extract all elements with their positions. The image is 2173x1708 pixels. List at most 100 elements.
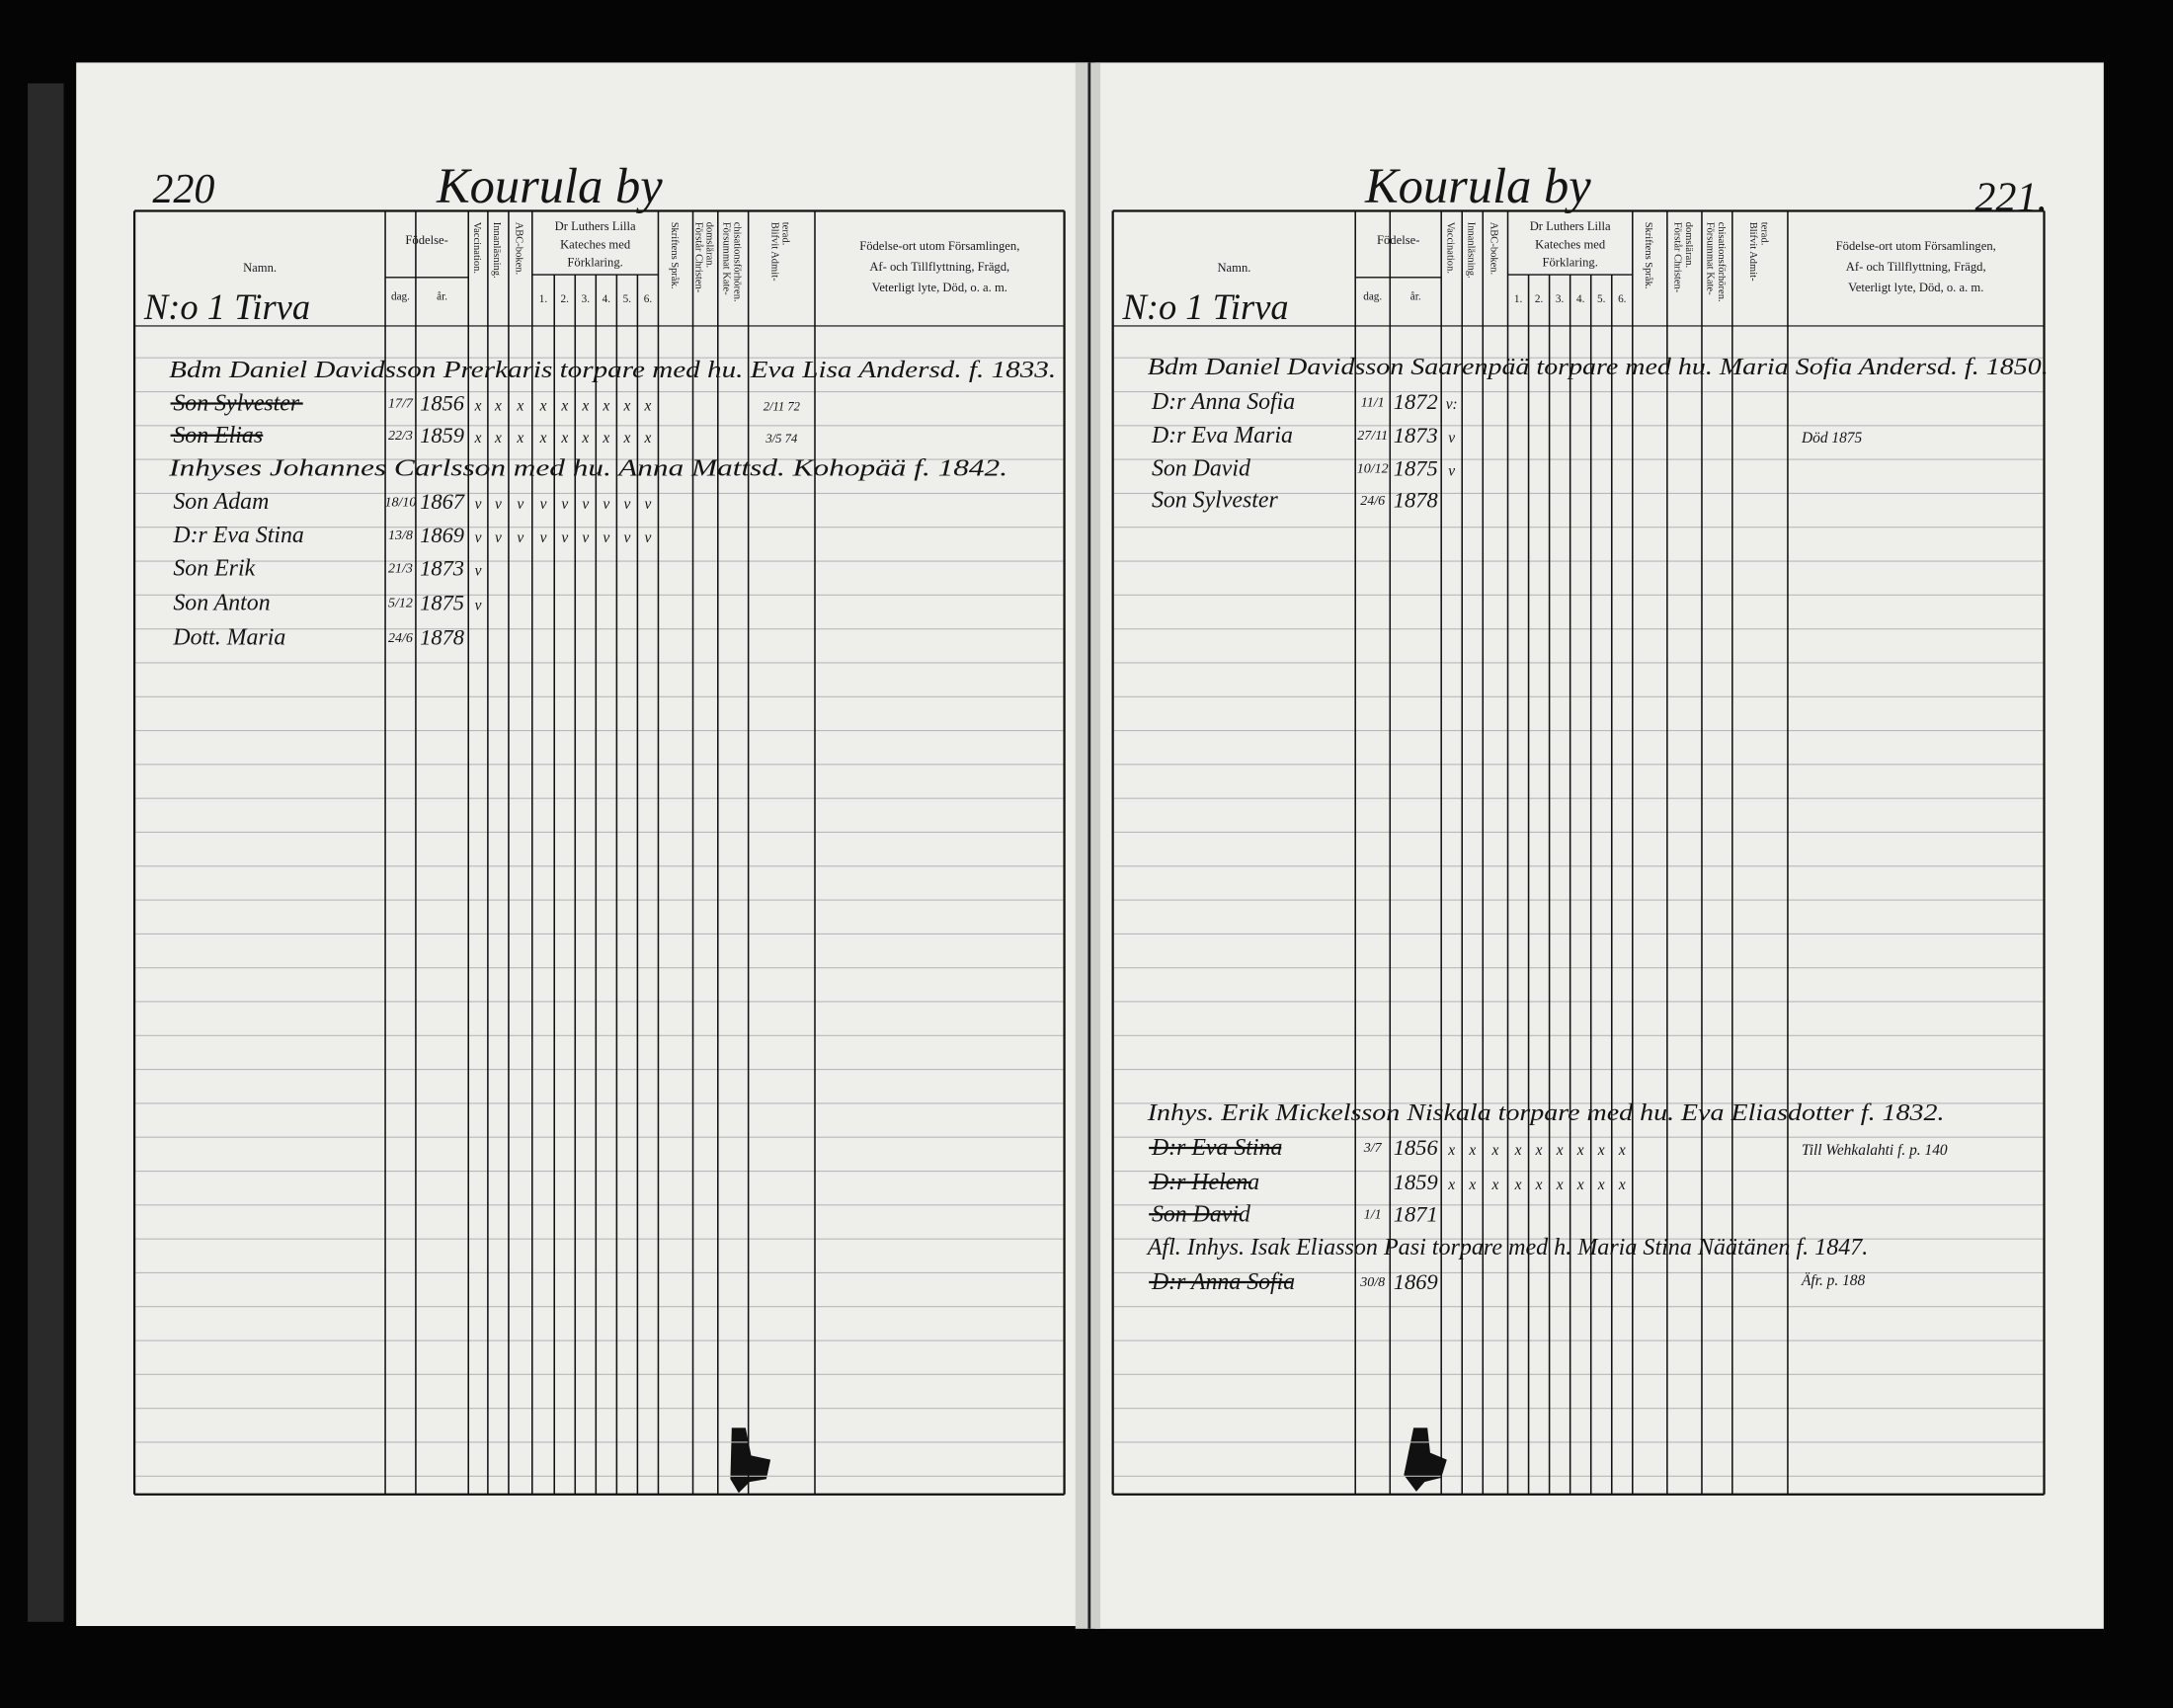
record-mark: v [582,496,589,513]
record-mark: v [475,496,482,513]
birth-day: 24/6 [388,630,413,646]
record-mark: x [1490,1142,1498,1159]
person-name: D:r Eva Maria [1151,423,1293,448]
household-line: Bdm Daniel Davidsson Prerkaris torpare m… [169,358,1056,383]
header-catechism: Förklaring. [1542,256,1597,270]
edge-shadow [28,83,64,1622]
record-mark: v [623,529,630,546]
person-name: Son David [1152,455,1250,481]
record-mark: v [495,496,502,513]
record-mark: x [1597,1177,1605,1193]
header-catechism-part: 2. [561,293,570,305]
record-mark: x [1576,1177,1584,1193]
record-mark: v [495,529,502,546]
birth-day: 17/7 [388,396,414,412]
record-mark: v [517,496,523,513]
record-mark: v [517,529,523,546]
record-mark: x [1468,1142,1476,1159]
record-mark: v [623,496,630,513]
header-vertical: terad. [780,222,791,246]
birth-year: 1856 [1394,1135,1439,1160]
header-remarks: Af- och Tillflyttning, Frägd, [869,260,1009,274]
header-vertical: Försummat Kate- [720,222,731,295]
header-year: år. [1410,290,1421,302]
right-sheet [1094,62,2104,1629]
header-day: dag. [1363,290,1382,302]
header-remarks: Veterligt lyte, Död, o. a. m. [1848,281,1983,294]
header-vertical: Innanläsning. [491,222,502,279]
record-mark: x [1514,1177,1522,1193]
record-mark: x [1556,1177,1564,1193]
header-catechism-part: 4. [603,293,611,305]
record-mark: v [603,496,609,513]
birth-day: 30/8 [1359,1274,1385,1290]
header-catechism-part: 3. [1556,293,1565,305]
birth-year: 1869 [1394,1269,1438,1294]
record-mark: v [540,529,547,546]
person-name: Son Sylvester [1152,488,1279,514]
record-mark: x [1535,1142,1543,1159]
record-mark: v: [1446,396,1458,413]
record-mark: x [560,430,568,447]
household-number: N:o 1 Tirva [143,287,310,327]
record-mark: x [560,398,568,415]
person-name: Son Adam [173,489,269,515]
person-name: Son Erik [173,555,255,581]
header-remarks: Af- och Tillflyttning, Frägd, [1846,260,1986,274]
village-title: Kourula by [1364,158,1591,213]
record-mark: x [602,398,609,415]
record-mark: x [1618,1142,1626,1159]
header-vertical: Försummat Kate- [1705,222,1716,295]
header-catechism: Kateches med [560,237,631,251]
record-mark: x [516,430,523,447]
record-mark: x [516,398,523,415]
record-mark: v [475,529,482,546]
header-remarks: Födelse-ort utom Församlingen, [1836,239,1996,253]
birth-day: 22/3 [388,428,413,444]
header-catechism-part: 6. [1618,293,1627,305]
record-mark: x [644,430,652,447]
header-vertical: terad. [1758,222,1769,246]
admitted: 2/11 72 [764,400,801,414]
record-mark: x [602,430,609,447]
header-vertical: Förstår Christen- [692,222,703,293]
birth-day: 11/1 [1361,394,1385,410]
header-catechism-part: 1. [1514,293,1523,305]
record-mark: x [1447,1177,1455,1193]
household-number: N:o 1 Tirva [1121,287,1288,327]
record-mark: x [474,430,482,447]
birth-year: 1867 [420,489,465,514]
record-mark: v [561,496,568,513]
record-mark: x [581,430,589,447]
birth-day: 10/12 [1357,461,1389,477]
record-mark: x [622,398,630,415]
header-vertical: Blifvit Admit- [769,222,780,282]
person-name: D:r Anna Sofia [1151,389,1295,415]
record-mark: v [540,496,547,513]
remark: Till Wehkalahti f. p. 140 [1802,1142,1948,1159]
header-remarks: Födelse-ort utom Församlingen, [859,239,1019,253]
birth-year: 1878 [1394,488,1438,513]
header-vertical: Blifvit Admit- [1747,222,1758,282]
admitted: 3/5 74 [765,432,798,446]
header-vertical: domsläran. [1683,222,1694,268]
birth-day: 5/12 [388,596,413,611]
header-catechism: Dr Luthers Lilla [555,219,636,233]
header-catechism-part: 5. [623,293,632,305]
record-mark: v [1448,430,1455,447]
birth-year: 1869 [420,523,464,547]
record-mark: x [494,430,502,447]
record-mark: x [539,398,547,415]
birth-year: 1873 [420,555,464,580]
record-mark: x [539,430,547,447]
village-title: Kourula by [436,158,663,213]
record-mark: x [1576,1142,1584,1159]
record-mark: v [475,598,482,614]
page-number: 220 [152,166,214,212]
remark: Död 1875 [1801,430,1863,447]
header-vertical: Vaccination. [1444,222,1455,274]
header-year: år. [437,290,447,302]
record-mark: v [561,529,568,546]
